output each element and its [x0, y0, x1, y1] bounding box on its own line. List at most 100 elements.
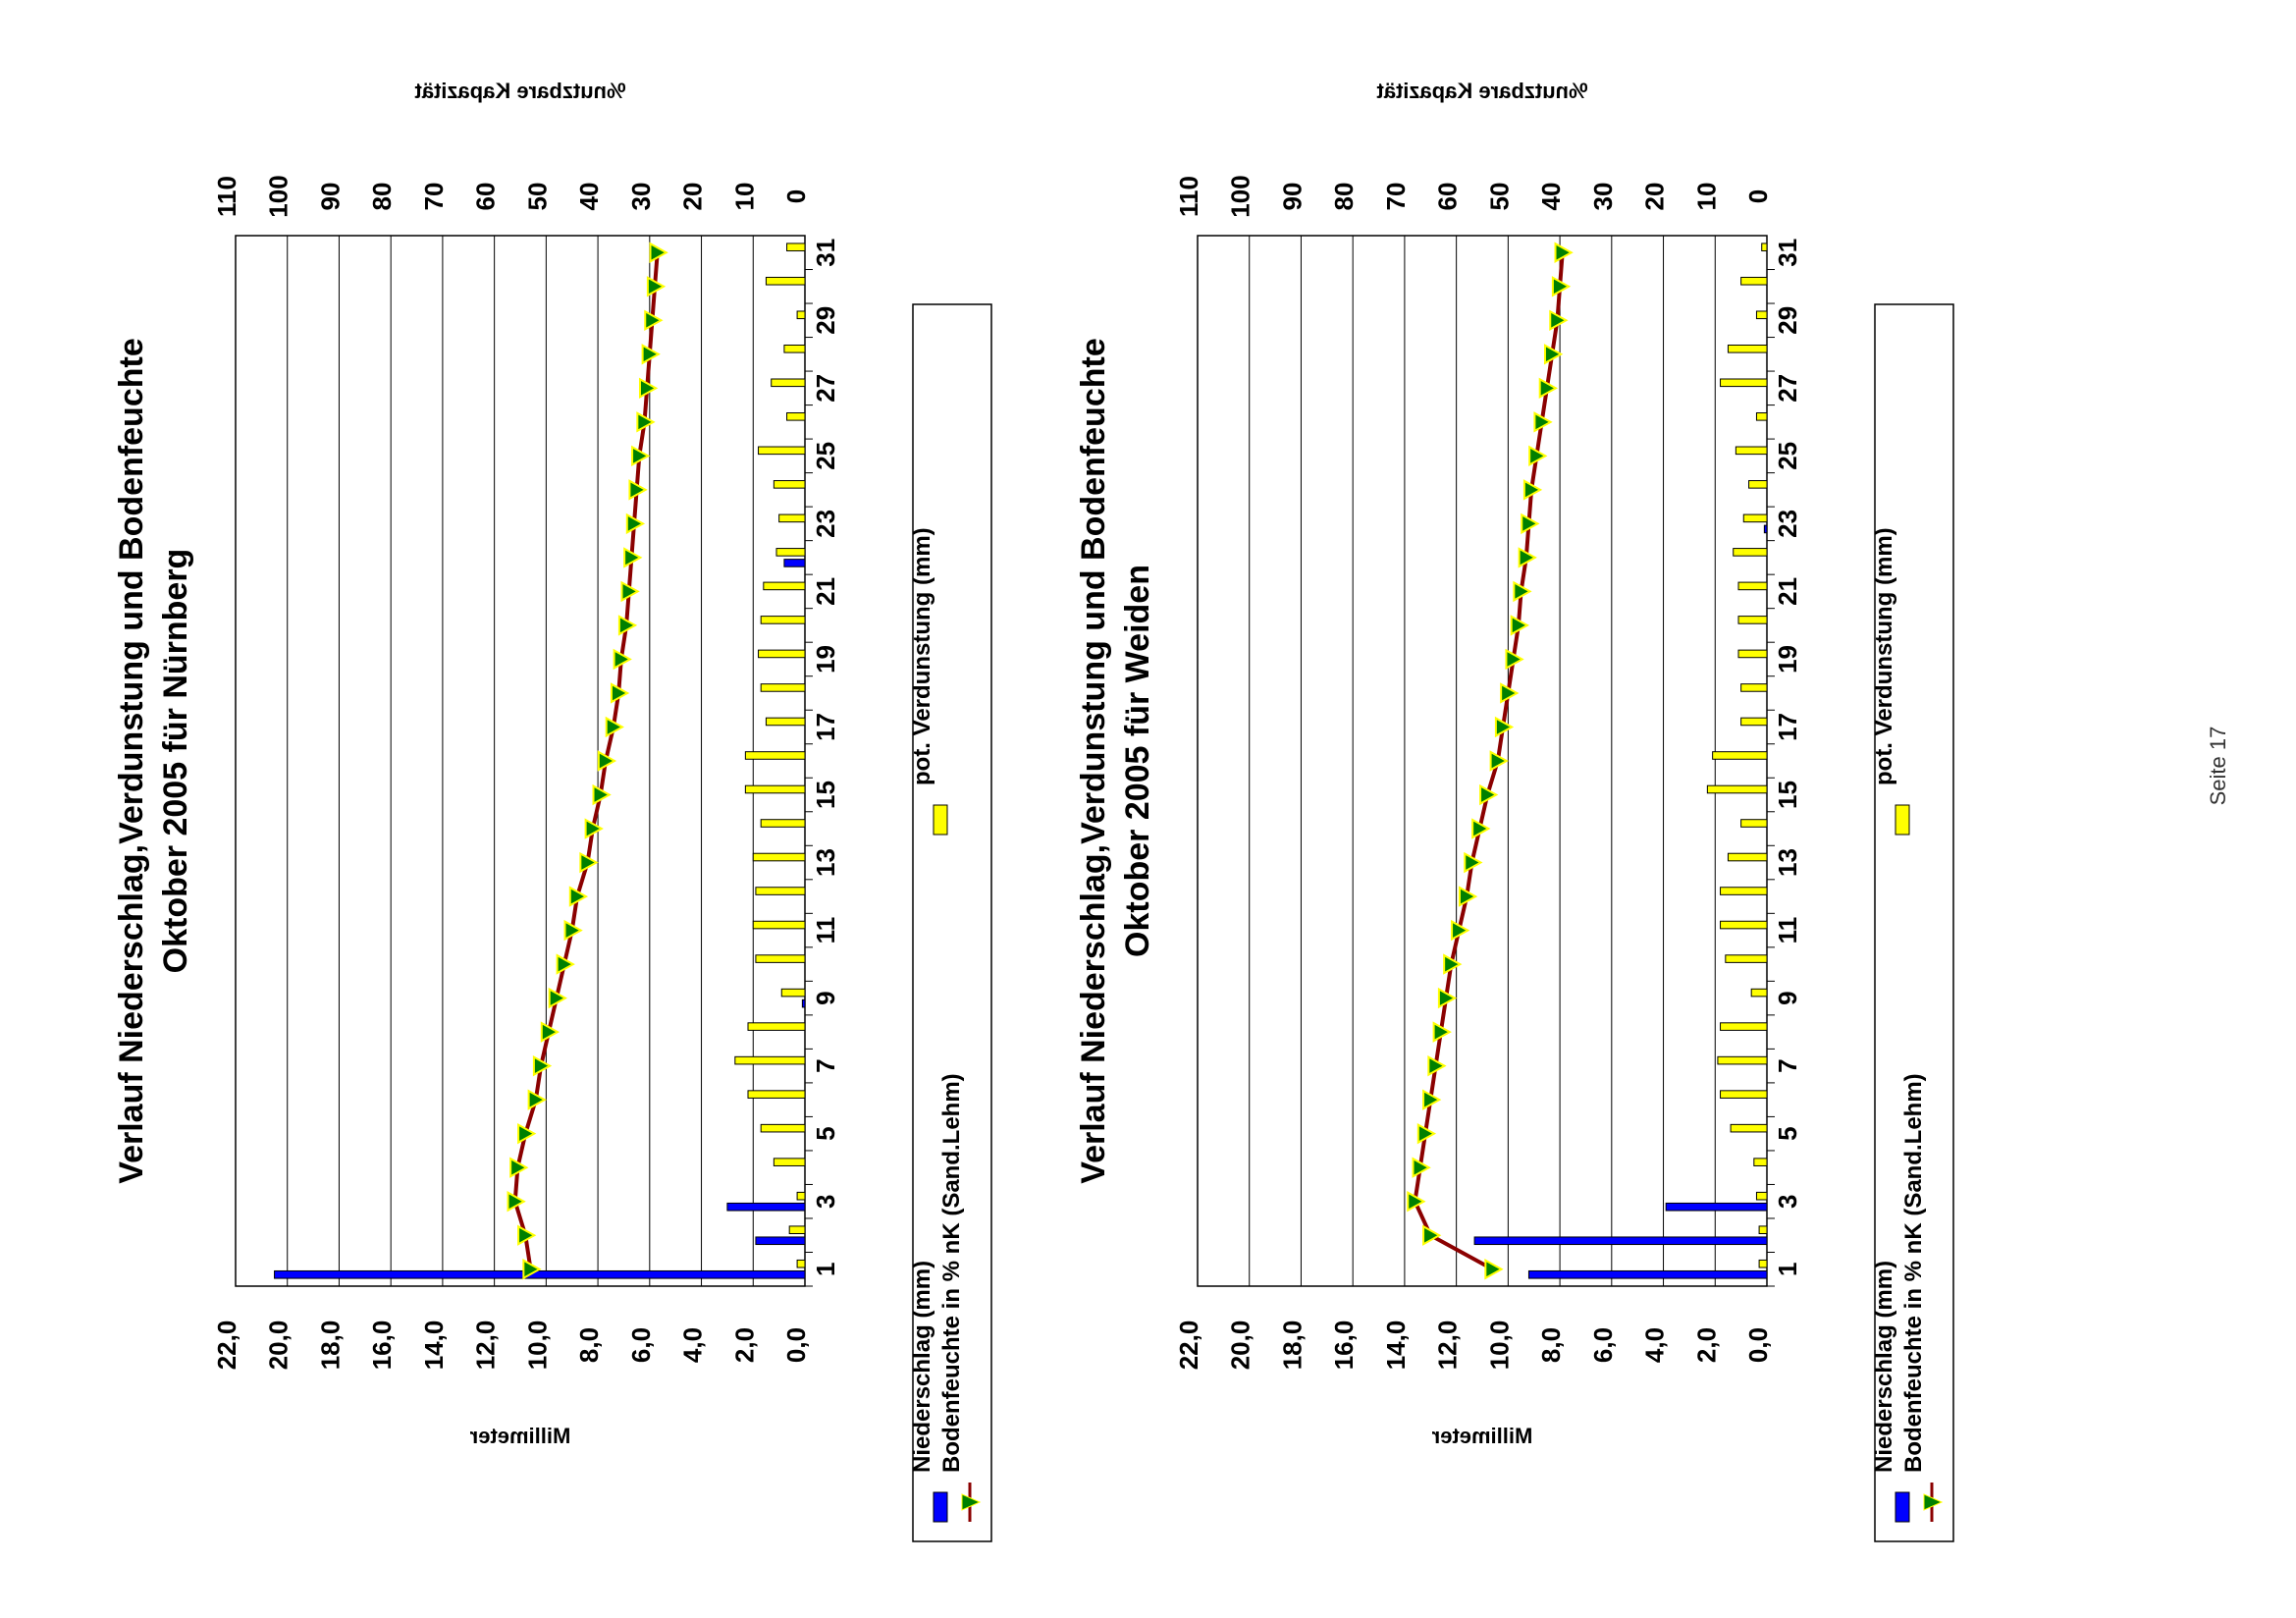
nuernberg-marker-bodenfeuchte: [610, 682, 630, 704]
weiden-legend-swatch-niederschlag: [1895, 1491, 1910, 1523]
nuernberg-bar-verdunstung: [773, 1158, 806, 1166]
nuernberg-y2tick-label: 50: [522, 183, 552, 211]
weiden-ytick-label: 14,0: [1381, 1321, 1411, 1371]
nuernberg-bar-verdunstung: [744, 751, 806, 760]
weiden-marker-bodenfeuchte: [1494, 716, 1515, 738]
nuernberg-marker-bodenfeuchte: [540, 1021, 561, 1043]
nuernberg-subtitle: Oktober 2005 für Nürnberg: [157, 549, 194, 974]
nuernberg-bar-verdunstung: [763, 581, 806, 591]
nuernberg-xtick-label: 21: [811, 577, 840, 606]
weiden-xtick-label: 11: [1773, 917, 1802, 944]
weiden-bar-verdunstung: [1727, 344, 1768, 353]
nuernberg-title: Verlauf Niederschlag,Verdunstung und Bod…: [113, 338, 150, 1183]
nuernberg-y2tick-label: 90: [315, 183, 345, 211]
nuernberg-ytick-label: 14,0: [419, 1321, 449, 1371]
weiden-xtick-label: 25: [1773, 442, 1802, 470]
weiden-bar-verdunstung: [1737, 581, 1768, 591]
nuernberg-legend-entry: Bodenfeuchte in % nK (Sand.Lehm): [938, 1073, 982, 1522]
weiden-xtick-label: 23: [1773, 510, 1802, 538]
weiden-marker-bodenfeuchte: [1551, 276, 1572, 297]
weiden-bar-verdunstung: [1727, 852, 1768, 862]
weiden-ytick-label: 12,0: [1433, 1321, 1463, 1371]
weiden-xtick-label: 17: [1773, 713, 1802, 741]
nuernberg-y2tick-label: 20: [678, 183, 708, 211]
weiden-bar-verdunstung: [1755, 412, 1768, 421]
nuernberg-ytick-label: 8,0: [574, 1327, 604, 1363]
nuernberg-bar-niederschlag: [783, 559, 806, 567]
nuernberg-xtick-label: 5: [811, 1126, 840, 1140]
nuernberg-marker-bodenfeuchte: [617, 615, 638, 636]
nuernberg-y2label: %nutzbare Kapazität: [414, 79, 626, 103]
nuernberg-marker-bodenfeuchte: [644, 309, 664, 331]
weiden-bar-verdunstung: [1720, 887, 1768, 895]
nuernberg-legend-swatch-verdunstung: [933, 804, 948, 836]
weiden-marker-bodenfeuchte: [1510, 615, 1529, 636]
nuernberg-bar-verdunstung: [765, 276, 806, 286]
weiden-bar-verdunstung: [1720, 378, 1768, 388]
weiden-xtick-label: 13: [1773, 848, 1802, 877]
weiden-ylabel: Millimeter: [1431, 1424, 1532, 1448]
nuernberg-marker-bodenfeuchte: [584, 818, 604, 839]
weiden-y2tick-label: 40: [1536, 183, 1566, 211]
weiden-bar-verdunstung: [1740, 276, 1768, 286]
weiden-bar-verdunstung: [1720, 1090, 1768, 1099]
nuernberg-marker-bodenfeuchte: [522, 1259, 542, 1280]
weiden-xtick-label: 19: [1773, 645, 1802, 674]
nuernberg-marker-bodenfeuchte: [628, 479, 648, 501]
nuernberg-bar-niederschlag: [801, 998, 806, 1008]
weiden-bar-niederschlag: [1473, 1236, 1768, 1246]
nuernberg-y2tick-label: 30: [626, 183, 656, 211]
weiden-legend-label: Bodenfeuchte in % nK (Sand.Lehm): [1900, 1073, 1927, 1473]
weiden-y2tick-label: 100: [1226, 175, 1255, 217]
weiden-marker-bodenfeuchte: [1533, 411, 1553, 433]
weiden-bar-niederschlag: [1527, 1269, 1768, 1279]
weiden-legend-label: Niederschlag (mm): [1871, 1261, 1897, 1473]
nuernberg-bar-verdunstung: [760, 616, 806, 624]
nuernberg-marker-bodenfeuchte: [568, 886, 589, 907]
weiden-bar-verdunstung: [1737, 616, 1768, 624]
weiden-plot-area: [1197, 235, 1768, 1287]
weiden-marker-bodenfeuchte: [1489, 750, 1509, 772]
weiden-bar-verdunstung: [1740, 717, 1768, 727]
weiden-ytick-label: 10,0: [1484, 1321, 1514, 1371]
weiden-xtick-label: 31: [1773, 239, 1802, 267]
nuernberg-ytick-label: 12,0: [471, 1321, 501, 1371]
weiden-marker-bodenfeuchte: [1471, 818, 1491, 839]
nuernberg-bar-verdunstung: [786, 412, 806, 421]
nuernberg-marker-bodenfeuchte: [507, 1191, 526, 1213]
weiden-ytick-label: 6,0: [1588, 1327, 1618, 1363]
nuernberg-bar-verdunstung: [765, 717, 806, 727]
nuernberg-marker-bodenfeuchte: [517, 1122, 537, 1145]
nuernberg-xtick-label: 19: [811, 645, 840, 674]
weiden-bar-verdunstung: [1758, 1259, 1768, 1268]
nuernberg-y2tick-label: 70: [419, 183, 449, 211]
weiden-bar-verdunstung: [1730, 1123, 1768, 1133]
nuernberg-marker-bodenfeuchte: [623, 547, 643, 568]
weiden-bar-verdunstung: [1720, 920, 1768, 930]
nuernberg-ylabel: Millimeter: [469, 1424, 570, 1448]
nuernberg-xtick-label: 25: [811, 442, 840, 470]
weiden-marker-bodenfeuchte: [1422, 1089, 1442, 1110]
weiden-bar-verdunstung: [1753, 1158, 1768, 1166]
nuernberg-legend-entry: pot. Verdunstung (mm): [909, 527, 948, 836]
nuernberg-bar-verdunstung: [786, 243, 806, 252]
weiden-xtick-label: 27: [1773, 374, 1802, 403]
nuernberg-bar-verdunstung: [747, 1022, 806, 1031]
weiden-marker-bodenfeuchte: [1416, 1122, 1437, 1145]
nuernberg-bar-verdunstung: [755, 954, 806, 963]
nuernberg-ytick-label: 22,0: [212, 1321, 241, 1371]
weiden-y2tick-label: 30: [1588, 183, 1618, 211]
weiden-marker-bodenfeuchte: [1549, 309, 1569, 331]
weiden-marker-bodenfeuchte: [1412, 1157, 1431, 1178]
weiden-marker-bodenfeuchte: [1437, 987, 1458, 1009]
nuernberg-y2tick-label: 100: [264, 175, 294, 217]
nuernberg-bar-verdunstung: [758, 649, 806, 659]
nuernberg-marker-bodenfeuchte: [548, 987, 567, 1009]
weiden-xtick-label: 29: [1773, 306, 1802, 335]
nuernberg-marker-bodenfeuchte: [532, 1054, 553, 1077]
weiden-bar-verdunstung: [1737, 649, 1768, 659]
nuernberg-legend-swatch-niederschlag: [933, 1491, 948, 1523]
weiden-legend-entry: Niederschlag (mm): [1871, 1261, 1910, 1523]
nuernberg-marker-bodenfeuchte: [509, 1157, 529, 1178]
